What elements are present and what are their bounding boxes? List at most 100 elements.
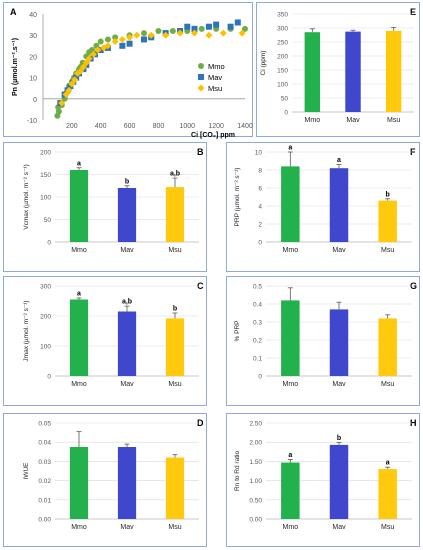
point-msu: [191, 29, 198, 37]
point-mmo: [141, 30, 147, 37]
y-tick-label: 0.02: [38, 478, 51, 485]
x-tick-label: Msu: [381, 381, 394, 388]
panel-d: D 0.00 0.01 0.02 0.03 0.04 0.05 IWUE Mmo Mav Msu: [3, 413, 207, 547]
bar-mmo: [304, 32, 321, 113]
point-msu: [162, 31, 170, 39]
point-mmo: [155, 27, 162, 34]
point-msu: [205, 31, 213, 39]
point-mmo: [55, 108, 62, 115]
point-mmo: [242, 25, 248, 32]
point-msu: [77, 67, 85, 75]
y-tick-label: 50: [44, 217, 52, 224]
y-tick-label: 0.00: [249, 517, 262, 524]
x-tick-label: Mav: [332, 524, 346, 531]
bar-msu: [378, 200, 397, 242]
x-tick-label: Mav: [346, 117, 360, 124]
panel-b: B 0 50 100 150 200 Vcmax (µmol. m⁻² s⁻¹) a Mmo b M…: [3, 142, 207, 272]
point-msu: [238, 29, 246, 37]
legend-marker-msu: [197, 84, 205, 92]
point-msu: [126, 33, 134, 41]
y-axis-label: % PRP: [234, 321, 241, 342]
panel-h: H 0.00 0.50 1.00 1.50 2.00 2.50 Rn to Rd ratio a…: [226, 413, 420, 547]
y-axis-label: Vcmax (µmol. m⁻² s⁻¹): [23, 164, 30, 230]
y-tick-label: 20: [29, 54, 37, 61]
y-tick-label: 2.50: [249, 421, 262, 428]
bar-msu: [165, 187, 185, 242]
x-tick-label: Mmo: [71, 524, 87, 531]
point-msu: [147, 31, 155, 39]
point-mav: [126, 40, 133, 47]
legend-label: Mmo: [208, 62, 225, 71]
y-axis-label: Ci (ppm): [260, 51, 267, 76]
point-mav: [227, 23, 234, 30]
significance-letter: b: [386, 191, 390, 198]
legend-label: Mav: [208, 73, 222, 82]
y-axis-label: IWUE: [23, 462, 30, 480]
bar-mav: [345, 31, 361, 112]
y-tick-label: 0: [284, 110, 288, 117]
significance-letter: a,b: [170, 171, 180, 178]
point-mmo: [97, 38, 104, 45]
x-tick-label: Mmo: [283, 524, 299, 531]
y-tick-label: 0.04: [38, 440, 51, 447]
y-tick-label: 250: [277, 40, 288, 47]
x-tick-label: 1200: [208, 123, 224, 130]
y-tick-label: 2: [258, 222, 262, 229]
significance-letter: a: [288, 145, 292, 152]
point-mmo: [198, 25, 205, 32]
point-msu: [85, 55, 93, 63]
point-mav: [234, 19, 241, 26]
significance-letter: b: [337, 435, 341, 442]
x-tick-label: 200: [66, 123, 78, 130]
panel-letter: G: [410, 281, 417, 291]
point-msu: [62, 91, 70, 99]
point-mav: [205, 23, 212, 30]
panel-f: F 0 2 4 6 8 10 PRP (µmol. m⁻² s⁻¹) a Mmo a Mav b Msu: [226, 142, 420, 272]
y-tick-label: 100: [277, 82, 288, 89]
point-msu: [71, 76, 79, 84]
significance-letter: b: [125, 178, 129, 185]
legend-label: Msu: [208, 84, 222, 93]
bar-mmo: [69, 299, 89, 376]
bar-mav: [117, 188, 137, 242]
bar-mmo: [69, 170, 89, 242]
point-msu: [219, 29, 227, 37]
y-tick-label: 8: [258, 168, 262, 175]
y-tick-label: 0: [33, 97, 37, 104]
y-tick-label: 0: [258, 240, 262, 247]
point-msu: [104, 42, 112, 50]
y-tick-label: 0: [258, 374, 262, 381]
point-mav: [119, 42, 126, 49]
bar-mmo: [281, 166, 300, 242]
bar-msu: [165, 318, 185, 376]
y-tick-label: 1.00: [249, 478, 262, 485]
y-axis-label: Rn to Rd ratio: [234, 451, 241, 491]
y-tick-label: 0: [47, 240, 51, 247]
point-mav: [70, 78, 77, 85]
panel-c: C 0 100 200 300 Jmax (µmol. m⁻² s⁻¹) a Mmo a,b Ma…: [3, 276, 207, 406]
y-tick-label: -10: [27, 118, 37, 125]
significance-letter: a: [337, 157, 341, 164]
y-tick-label: 0.50: [249, 497, 262, 504]
x-tick-label: Mav: [332, 381, 346, 388]
panel-letter: A: [10, 7, 17, 17]
point-msu: [118, 35, 126, 43]
x-tick-label: Msu: [381, 247, 394, 254]
x-tick-label: Mmo: [305, 117, 321, 124]
x-tick-label: Mmo: [283, 381, 299, 388]
panel-g: G 0 0.1 0.2 0.3 0.4 0.5 % PRP Mmo Mav Msu: [226, 276, 420, 406]
point-mav: [184, 23, 191, 30]
y-tick-label: 10: [255, 150, 263, 157]
significance-letter: a: [288, 452, 292, 459]
y-tick-label: 2.00: [249, 440, 262, 447]
y-tick-label: 0.1: [253, 356, 262, 363]
point-msu: [65, 86, 73, 94]
panel-letter: E: [410, 7, 416, 17]
x-tick-label: Mav: [332, 247, 346, 254]
panel-letter: F: [410, 147, 416, 157]
point-mmo: [104, 36, 111, 43]
significance-letter: b: [173, 306, 177, 313]
y-tick-label: 0.05: [38, 421, 51, 428]
y-tick-label: 4: [258, 204, 262, 211]
